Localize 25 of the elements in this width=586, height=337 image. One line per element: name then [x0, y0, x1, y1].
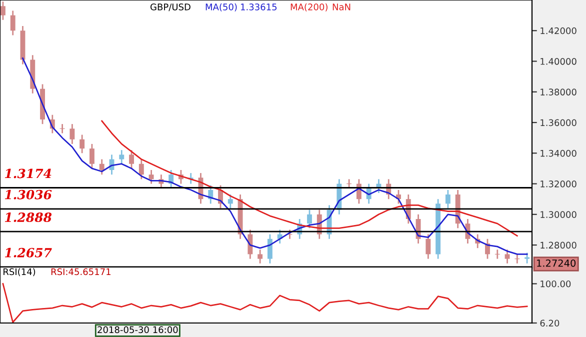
ref-line-label: 1.2657: [4, 248, 52, 258]
ref-line-label: 1.3174: [4, 168, 52, 178]
ref-line-label: 1.2888: [4, 212, 52, 222]
line-series: [101, 120, 518, 237]
text: 2018-05-30 16:00: [98, 326, 178, 334]
y-tick-label: 1.36000: [540, 119, 576, 126]
annotation: 1.33615: [240, 4, 277, 10]
y-tick-label: 1.38000: [540, 88, 576, 96]
y-tick-label: 1.28000: [540, 242, 576, 249]
annotation: RSI:45.65171: [51, 268, 110, 276]
y-tick-label: 1.32000: [540, 180, 576, 188]
text: MA(200): [290, 3, 328, 12]
text: MA(50): [206, 3, 237, 12]
y-tick-label: 1.40000: [540, 58, 576, 65]
chart-title: RSI(14): [4, 268, 36, 276]
y-tick-label: 1.34000: [540, 150, 576, 157]
chart-title: GBP/USD: [150, 4, 190, 12]
ref-line-label: 1.3036: [4, 190, 52, 200]
y-tick-label: 100.00: [540, 280, 571, 288]
annotation: NaN: [332, 4, 350, 10]
y-tick-label: 1.42000: [540, 27, 576, 34]
y-tick-label: 6.20: [540, 320, 560, 327]
line-series: [2, 283, 528, 323]
y-tick-label: 1.30000: [540, 211, 576, 218]
text: 1.27240: [537, 259, 576, 267]
